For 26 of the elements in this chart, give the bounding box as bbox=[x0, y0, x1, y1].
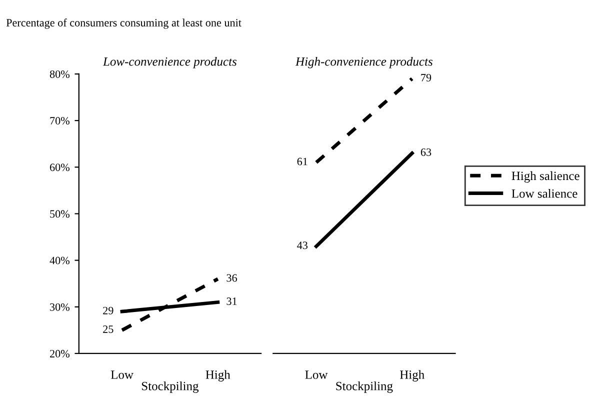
y-tick-label: 50% bbox=[50, 210, 70, 218]
legend-label: Low salience bbox=[512, 188, 578, 198]
data-label: 29 bbox=[103, 306, 114, 314]
x-tick-label: Low bbox=[110, 370, 134, 379]
x-axis-title: Stockpiling bbox=[142, 382, 199, 393]
legend-label: High salience bbox=[512, 171, 580, 183]
data-label: 25 bbox=[103, 325, 114, 333]
chart-title: Low-convenience products bbox=[102, 56, 237, 68]
y-axis-title: Percentage of consumers consuming at least one unit bbox=[6, 18, 242, 29]
x-axis-title: Stockpiling bbox=[336, 382, 393, 393]
y-tick-label: 70% bbox=[50, 117, 70, 125]
chart-title: High-convenience products bbox=[295, 56, 432, 68]
x-tick-label: Low bbox=[305, 370, 328, 379]
y-tick-label: 80% bbox=[50, 70, 70, 78]
data-label: 63 bbox=[420, 148, 432, 156]
y-tick-label: 60% bbox=[50, 164, 70, 172]
y-tick-label: 40% bbox=[50, 256, 70, 264]
data-label: 61 bbox=[297, 158, 308, 166]
x-tick-label: High bbox=[206, 370, 230, 382]
data-label: 31 bbox=[226, 298, 237, 306]
x-tick-label: High bbox=[400, 370, 424, 382]
y-tick-label: 20% bbox=[50, 350, 70, 358]
data-label: 36 bbox=[226, 274, 237, 282]
y-tick-label: 30% bbox=[50, 303, 70, 311]
data-label: 43 bbox=[297, 242, 308, 250]
data-label: 79 bbox=[421, 74, 432, 82]
